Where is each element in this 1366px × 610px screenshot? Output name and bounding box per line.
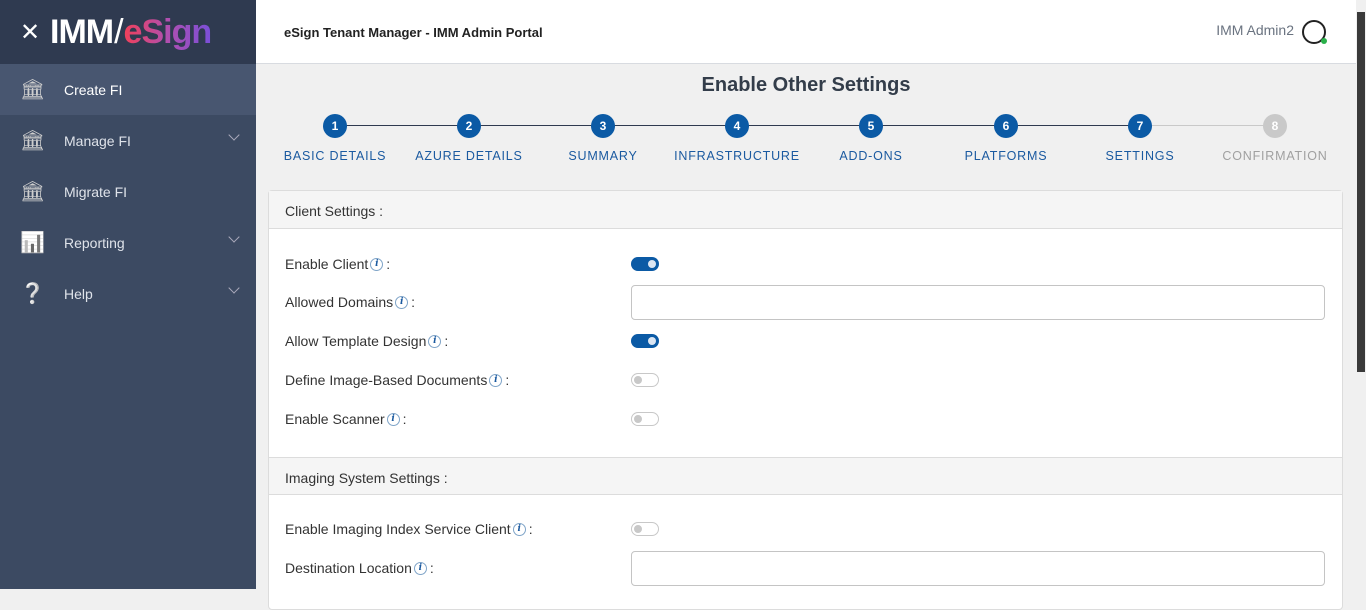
info-icon[interactable]: i xyxy=(512,522,526,536)
sidebar-item-migrate-fi[interactable]: 🏛 Migrate FI xyxy=(20,181,128,203)
sidebar: ✕ IMM / eSign 🏛 Create FI 🏛 Manage FI 🏛 Mi… xyxy=(0,0,256,589)
allowed-domains-input[interactable] xyxy=(631,285,1325,320)
step-number: 6 xyxy=(994,114,1018,138)
sidebar-item-reporting[interactable]: 📊 Reporting xyxy=(0,217,256,268)
step-number: 5 xyxy=(859,114,883,138)
chevron-down-icon[interactable] xyxy=(228,282,240,294)
step-number: 3 xyxy=(591,114,615,138)
info-icon[interactable]: i xyxy=(489,373,503,387)
step-number: 8 xyxy=(1263,114,1287,138)
step-number: 7 xyxy=(1128,114,1152,138)
bank-arrow-icon: 🏛 xyxy=(20,181,46,203)
info-icon[interactable]: i xyxy=(413,561,427,575)
chevron-down-icon[interactable] xyxy=(228,129,240,141)
online-status-icon xyxy=(1321,38,1327,44)
allow-template-design-toggle[interactable] xyxy=(631,334,659,348)
step-label: BASIC DETAILS xyxy=(283,149,387,163)
field-label-enable-client: Enable Client i: xyxy=(285,256,391,272)
imaging-settings-header: Imaging System Settings : xyxy=(269,457,1342,495)
settings-card: Client Settings : Enable Client i: Allowe… xyxy=(268,190,1343,610)
close-menu-icon[interactable]: ✕ xyxy=(20,18,41,46)
step-number: 2 xyxy=(457,114,481,138)
step-summary[interactable]: 3 SUMMARY xyxy=(536,114,670,163)
info-icon[interactable]: i xyxy=(386,412,400,426)
chevron-down-icon[interactable] xyxy=(228,231,240,243)
field-label-define-image-based-documents: Define Image-Based Documents i: xyxy=(285,372,510,388)
enable-scanner-toggle[interactable] xyxy=(631,412,659,426)
step-infrastructure[interactable]: 4 INFRASTRUCTURE xyxy=(670,114,804,163)
step-label: INFRASTRUCTURE xyxy=(674,149,800,163)
enable-client-toggle[interactable] xyxy=(631,257,659,271)
destination-location-input[interactable] xyxy=(631,551,1325,586)
step-number: 4 xyxy=(725,114,749,138)
field-label-destination-location: Destination Location i: xyxy=(285,560,434,576)
bar-chart-icon: 📊 xyxy=(20,232,45,254)
field-label-enable-imaging-index-service-client: Enable Imaging Index Service Client i: xyxy=(285,521,533,537)
step-label: CONFIRMATION xyxy=(1222,149,1328,163)
step-azure-details[interactable]: 2 AZURE DETAILS xyxy=(402,114,536,163)
field-label-enable-scanner: Enable Scanner i: xyxy=(285,411,407,427)
step-number: 1 xyxy=(323,114,347,138)
define-image-based-documents-toggle[interactable] xyxy=(631,373,659,387)
info-icon[interactable]: i xyxy=(370,257,384,271)
step-label: SUMMARY xyxy=(568,149,638,163)
app-title: eSign Tenant Manager - IMM Admin Portal xyxy=(284,25,543,40)
bank-plus-icon: 🏛 xyxy=(20,79,46,101)
step-settings[interactable]: 7 SETTINGS xyxy=(1073,114,1207,163)
sidebar-item-help[interactable]: ❔ Help xyxy=(0,268,256,319)
user-name[interactable]: IMM Admin2 xyxy=(1216,22,1294,38)
info-icon[interactable]: i xyxy=(428,334,442,348)
scrollbar-thumb[interactable] xyxy=(1357,12,1365,372)
info-icon[interactable]: i xyxy=(395,295,409,309)
help-bubble-icon: ❔ xyxy=(20,283,45,305)
field-label-allowed-domains: Allowed Domains i: xyxy=(285,294,416,310)
bank-gear-icon: 🏛 xyxy=(20,130,46,152)
enable-imaging-index-service-client-toggle[interactable] xyxy=(631,522,659,536)
sidebar-item-create-fi[interactable]: 🏛 Create FI xyxy=(0,64,256,115)
step-confirmation[interactable]: 8 CONFIRMATION xyxy=(1208,114,1342,163)
step-add-ons[interactable]: 5 ADD-ONS xyxy=(804,114,938,163)
step-label: SETTINGS xyxy=(1105,149,1175,163)
logo: IMM / eSign xyxy=(50,12,212,51)
step-platforms[interactable]: 6 PLATFORMS xyxy=(939,114,1073,163)
step-basic-details[interactable]: 1 BASIC DETAILS xyxy=(268,114,402,163)
brand-bar: ✕ IMM / eSign xyxy=(0,0,256,64)
stepper-line-pending xyxy=(1141,125,1275,126)
user-avatar-icon[interactable] xyxy=(1302,20,1327,44)
scrollbar[interactable] xyxy=(1356,0,1366,589)
client-settings-header: Client Settings : xyxy=(269,191,1342,229)
step-label: PLATFORMS xyxy=(964,149,1048,163)
sidebar-item-manage-fi[interactable]: 🏛 Manage FI xyxy=(0,115,256,166)
step-label: AZURE DETAILS xyxy=(415,149,523,163)
step-label: ADD-ONS xyxy=(839,149,903,163)
field-label-allow-template-design: Allow Template Design i: xyxy=(285,333,449,349)
top-bar: eSign Tenant Manager - IMM Admin Portal … xyxy=(256,0,1356,64)
page-title: Enable Other Settings xyxy=(701,74,911,96)
